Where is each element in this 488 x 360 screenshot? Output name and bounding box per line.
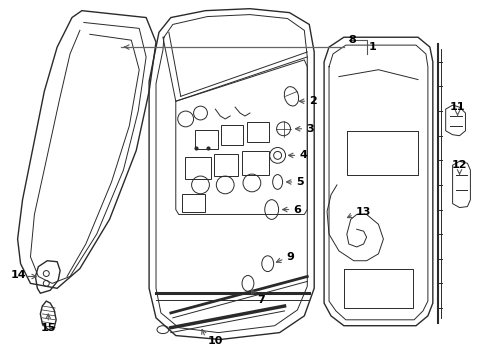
- Text: 3: 3: [305, 124, 313, 134]
- Text: 4: 4: [299, 150, 306, 161]
- Text: 14: 14: [11, 270, 26, 279]
- Text: 13: 13: [355, 207, 370, 216]
- Text: 8: 8: [348, 35, 356, 45]
- Text: 11: 11: [449, 102, 464, 112]
- Text: 7: 7: [256, 295, 264, 305]
- Text: 10: 10: [207, 337, 223, 346]
- Text: 12: 12: [451, 160, 466, 170]
- Text: 1: 1: [368, 42, 376, 52]
- Text: 9: 9: [286, 252, 294, 262]
- Text: 6: 6: [293, 204, 301, 215]
- Text: 5: 5: [296, 177, 304, 187]
- Text: 2: 2: [308, 96, 316, 106]
- Text: 15: 15: [41, 323, 56, 333]
